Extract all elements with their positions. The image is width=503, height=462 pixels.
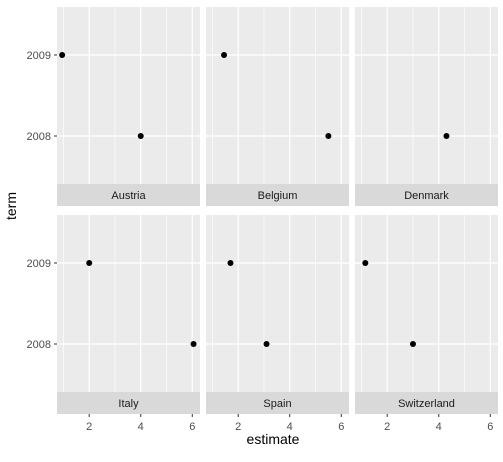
y-tick-label: 2008 [27,339,51,351]
data-point [325,133,332,139]
facet-strip-label: Belgium [258,190,298,202]
data-point [86,260,93,266]
facet-panel-austria: Austria [57,7,200,206]
panels-layer: Austria Belgium Denmark Italy Spain Switzerla… [57,7,498,414]
facet-strip-label: Denmark [404,190,449,202]
x-tick-label: 4 [436,421,442,433]
data-point [190,341,197,347]
facet-panel-spain: Spain [206,215,349,414]
y-tick-label: 2008 [27,131,51,143]
x-tick-label: 4 [287,421,293,433]
panel-background [206,215,349,392]
data-point [443,133,450,139]
panel-background [355,215,498,392]
facet-strip-label: Austria [111,190,146,202]
facet-strip [57,392,200,414]
panel-background [206,7,349,184]
y-axis-title: term [3,192,19,220]
facet-strip-label: Spain [263,398,291,410]
facet-panel-denmark: Denmark [355,7,498,206]
facet-strip [206,392,349,414]
data-point [263,341,270,347]
x-tick-label: 6 [487,421,493,433]
panel-background [57,7,200,184]
x-axis-title: estimate [247,431,300,447]
facet-panel-belgium: Belgium [206,7,349,206]
data-point [59,52,66,58]
x-tick-label: 6 [338,421,344,433]
x-tick-label: 2 [235,421,241,433]
facet-strip [355,184,498,206]
panel-background [57,215,200,392]
facet-panel-switzerland: Switzerland [355,215,498,414]
data-point [362,260,369,266]
data-point [221,52,228,58]
data-point [137,133,144,139]
facet-strip [355,392,498,414]
panel-background [355,7,498,184]
facet-strip-label: Switzerland [398,398,455,410]
data-point [227,260,234,266]
x-tick-label: 6 [189,421,195,433]
data-point [409,341,416,347]
y-tick-label: 2009 [27,50,51,62]
y-tick-label: 2009 [27,258,51,270]
x-tick-label: 4 [138,421,144,433]
facet-strip-label: Italy [118,398,139,410]
facet-panel-italy: Italy [57,215,200,414]
x-tick-label: 2 [86,421,92,433]
axes-layer: 2009 2008 2009 2008 2 4 6 2 4 6 2 4 6 [27,50,494,433]
x-tick-label: 2 [384,421,390,433]
facet-strip [57,184,200,206]
facet-strip [206,184,349,206]
